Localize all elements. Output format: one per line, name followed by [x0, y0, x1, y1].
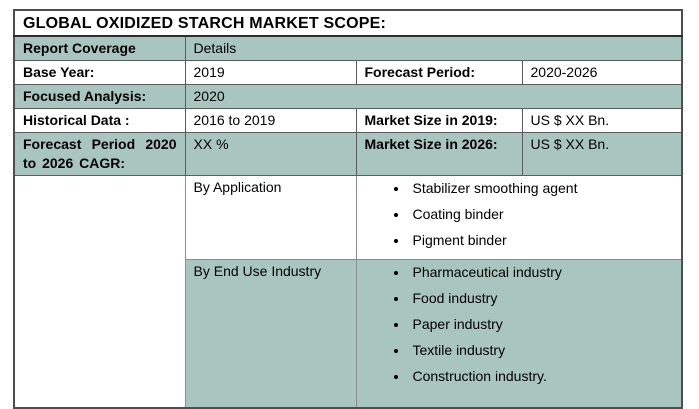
historical-data-value: 2016 to 2019	[184, 108, 357, 133]
historical-data-label: Historical Data :	[13, 108, 186, 133]
forecast-period-value: 2020-2026	[521, 60, 683, 85]
market-size-2019-label: Market Size in 2019:	[355, 108, 523, 133]
list-item: Coating binder	[409, 205, 674, 224]
market-size-2026-label: Market Size in 2026:	[355, 132, 523, 176]
forecast-cagr-value: XX %	[184, 132, 357, 176]
report-coverage-row: Report Coverage Details	[13, 35, 683, 61]
market-size-2026-value: US $ XX Bn.	[521, 132, 683, 176]
by-application-row: By Application Stabilizer smoothing agen…	[13, 175, 683, 408]
forecast-cagr-label: Forecast Period 2020 to 2026 CAGR:	[13, 132, 186, 176]
list-item: Pigment binder	[409, 231, 674, 250]
base-year-row: Base Year: 2019 Forecast Period: 2020-20…	[13, 60, 683, 85]
table-title: GLOBAL OXIDIZED STARCH MARKET SCOPE:	[13, 9, 683, 37]
historical-data-row: Historical Data : 2016 to 2019 Market Si…	[13, 108, 683, 133]
forecast-period-label: Forecast Period:	[355, 60, 523, 85]
market-size-2019-value: US $ XX Bn.	[521, 108, 683, 133]
list-item: Stabilizer smoothing agent	[409, 179, 674, 198]
list-item: Textile industry	[409, 341, 674, 360]
segments-spacer-cell	[13, 175, 186, 408]
market-scope-table: GLOBAL OXIDIZED STARCH MARKET SCOPE: Rep…	[13, 9, 683, 409]
list-item: Paper industry	[409, 315, 674, 334]
by-end-use-label: By End Use Industry	[184, 259, 357, 408]
title-row: GLOBAL OXIDIZED STARCH MARKET SCOPE:	[13, 9, 683, 37]
by-end-use-items-cell: Pharmaceutical industry Food industry Pape…	[355, 259, 683, 408]
by-end-use-row: By End Use Industry Pharmaceutical indus…	[14, 259, 683, 408]
by-application-label: By Application	[184, 175, 357, 260]
report-coverage-value: Details	[184, 35, 683, 61]
forecast-cagr-row: Forecast Period 2020 to 2026 CAGR: XX % …	[13, 132, 683, 176]
focused-analysis-label: Focused Analysis:	[13, 84, 186, 109]
focused-analysis-value: 2020	[184, 84, 683, 109]
base-year-value: 2019	[184, 60, 357, 85]
list-item: Food industry	[409, 289, 674, 308]
list-item: Construction industry.	[409, 367, 674, 386]
report-coverage-label: Report Coverage	[13, 35, 186, 61]
by-end-use-list: Pharmaceutical industry Food industry Pape…	[365, 263, 674, 386]
by-application-items-cell: Stabilizer smoothing agent Coating binder…	[355, 175, 683, 260]
by-application-list: Stabilizer smoothing agent Coating binder…	[365, 179, 674, 250]
focused-analysis-row: Focused Analysis: 2020	[13, 84, 683, 109]
base-year-label: Base Year:	[13, 60, 186, 85]
list-item: Pharmaceutical industry	[409, 263, 674, 282]
